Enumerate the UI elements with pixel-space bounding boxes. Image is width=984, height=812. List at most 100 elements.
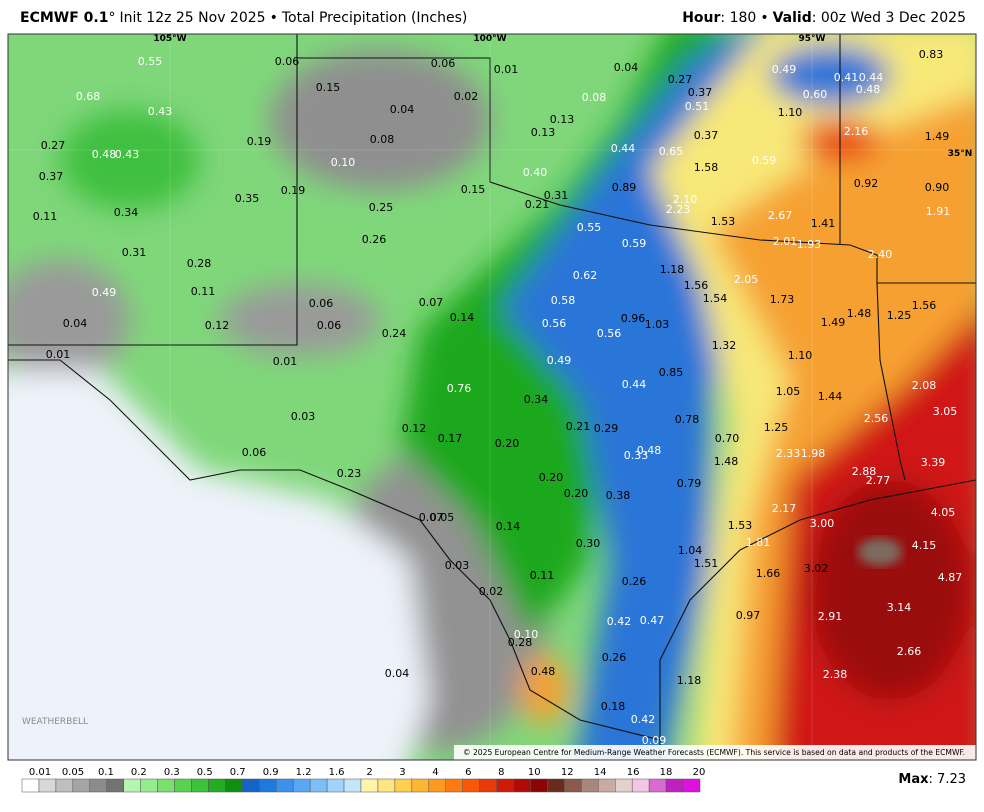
precip-label: 1.48 (847, 307, 872, 320)
colorbar-swatch (394, 778, 413, 793)
colorbar-swatch (225, 778, 243, 793)
precip-label: 0.03 (445, 559, 470, 572)
precip-label: 0.20 (495, 437, 520, 450)
precip-label: 0.14 (496, 520, 521, 533)
precip-label: 0.85 (659, 366, 684, 379)
colorbar-label: 12 (561, 767, 574, 778)
precip-label: 0.08 (370, 133, 395, 146)
precip-label: 0.20 (539, 471, 564, 484)
colorbar-swatch (530, 778, 548, 793)
longitude-label: 100°W (473, 34, 506, 44)
precip-label: 2.56 (864, 412, 889, 425)
hour-label: Hour (682, 10, 720, 26)
precip-label: 0.06 (242, 446, 267, 459)
precip-label: 0.07 (419, 511, 444, 524)
precip-label: 1.32 (712, 339, 737, 352)
precip-label: 1.81 (746, 536, 771, 549)
precip-label: 1.54 (703, 292, 728, 305)
logo: WEATHERBELL (22, 717, 88, 727)
colorbar-swatch (208, 778, 226, 793)
separator: • (760, 10, 768, 26)
precip-label: 0.70 (715, 432, 740, 445)
precip-label: 1.18 (660, 263, 685, 276)
precip-label: 0.48 (856, 83, 881, 96)
precip-label: 1.48 (714, 455, 739, 468)
precip-label: 0.12 (205, 319, 230, 332)
precip-label: 1.53 (711, 215, 736, 228)
longitude-label: 105°W (153, 34, 186, 44)
precip-label: 0.13 (531, 126, 556, 139)
precip-label: 1.49 (821, 316, 846, 329)
precip-label: 0.49 (547, 354, 572, 367)
colorbar-swatch (631, 778, 650, 793)
precip-label: 0.27 (41, 139, 66, 152)
precip-label: 0.51 (685, 100, 710, 113)
colorbar-label: 2 (366, 767, 372, 778)
precip-label: 0.55 (138, 55, 163, 68)
colorbar-swatch (496, 778, 514, 793)
colorbar-swatch (72, 778, 91, 793)
precip-label: 0.26 (602, 651, 627, 664)
precip-label: 0.92 (854, 177, 879, 190)
precip-label: 0.11 (530, 569, 555, 582)
precip-label: 0.78 (675, 413, 700, 426)
precip-label: 0.15 (461, 183, 486, 196)
colorbar-label: 3 (399, 767, 405, 778)
colorbar-swatch (191, 778, 209, 793)
precip-label: 0.31 (122, 246, 147, 259)
colorbar-swatch (174, 778, 192, 793)
colorbar-swatch (428, 778, 446, 793)
precip-label: 0.43 (115, 148, 140, 161)
precip-label: 4.05 (931, 506, 956, 519)
colorbar-swatch (564, 778, 582, 793)
precip-label: 1.41 (811, 217, 836, 230)
colorbar-swatch (615, 778, 633, 793)
precip-label: 0.60 (803, 88, 828, 101)
precip-label: 1.18 (677, 674, 702, 687)
precip-label: 0.03 (291, 410, 316, 423)
precip-label: 0.55 (577, 221, 602, 234)
precip-label: 1.44 (818, 390, 843, 403)
precip-label: 1.98 (801, 447, 826, 460)
colorbar-swatch (89, 778, 108, 793)
colorbar-swatch (598, 778, 616, 793)
precip-label: 0.01 (273, 355, 298, 368)
precip-label: 0.42 (631, 713, 656, 726)
precip-label: 0.48 (531, 665, 556, 678)
precip-label: 1.53 (728, 519, 753, 532)
precip-label: 0.28 (187, 257, 212, 270)
precip-label: 0.19 (281, 184, 306, 197)
colorbar-label: 1.2 (296, 767, 312, 778)
colorbar-label: 8 (498, 767, 504, 778)
longitude-label: 95°W (799, 34, 826, 44)
precip-label: 0.04 (63, 317, 88, 330)
colorbar-label: 0.3 (164, 767, 180, 778)
precip-label: 0.04 (385, 667, 410, 680)
precip-label: 0.58 (551, 294, 576, 307)
precip-label: 0.06 (317, 319, 342, 332)
precip-label: 0.59 (622, 237, 647, 250)
precip-label: 0.06 (309, 297, 334, 310)
colorbar-swatch (360, 778, 379, 793)
precip-label: 0.40 (523, 166, 548, 179)
precip-label: 2.16 (844, 125, 869, 138)
precip-label: 0.42 (607, 615, 632, 628)
colorbar-swatch (581, 778, 599, 793)
precip-label: 0.13 (550, 113, 575, 126)
precip-label: 3.39 (921, 456, 946, 469)
precip-label: 0.26 (622, 575, 647, 588)
precip-label: 0.96 (621, 312, 646, 325)
product: Total Precipitation (Inches) (281, 10, 468, 26)
precip-label: 1.91 (926, 205, 951, 218)
precip-label: 0.59 (752, 154, 777, 167)
colorbar-swatch (259, 778, 277, 793)
precip-label: 1.10 (778, 106, 803, 119)
precip-label: 0.56 (542, 317, 567, 330)
precip-label: 0.11 (33, 210, 58, 223)
colorbar-label: 4 (432, 767, 438, 778)
colorbar-swatch (343, 778, 362, 793)
colorbar-label: 10 (528, 767, 541, 778)
precip-label: 2.08 (912, 379, 937, 392)
hour: : 180 (720, 10, 756, 26)
